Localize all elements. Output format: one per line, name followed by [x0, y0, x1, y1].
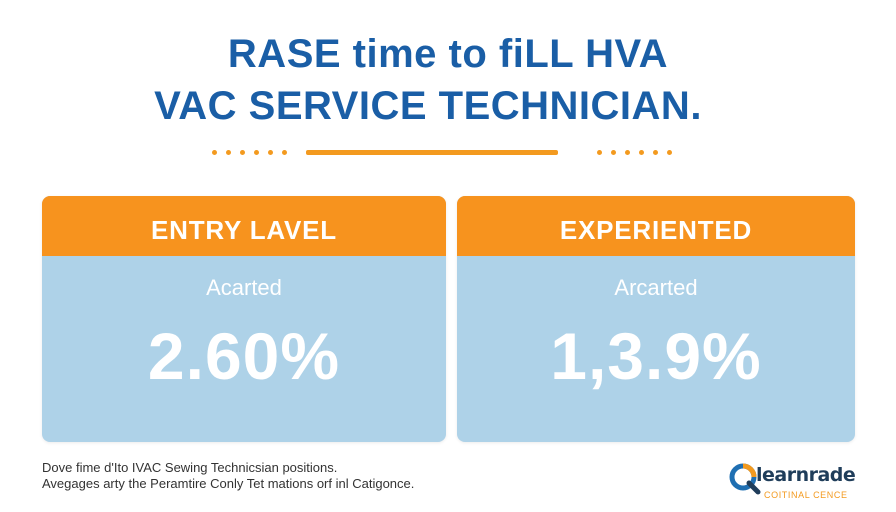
- logo-tagline: COITINAL CENCE: [764, 490, 848, 500]
- divider-dot: [597, 150, 602, 155]
- entry-level-card: ENTRY LAVEL Acarted 2.60%: [42, 196, 446, 442]
- divider-dot: [282, 150, 287, 155]
- divider-dots-right: [597, 150, 672, 155]
- divider-dot: [653, 150, 658, 155]
- page-title: RASE time to fiLL HVA VAC SERVICE TECHNI…: [0, 28, 896, 132]
- logo-name: learnrade: [756, 464, 856, 486]
- divider-dots-left: [212, 150, 287, 155]
- footnote-line-2: Avegages arty the Peramtire Conly Tet ma…: [42, 476, 415, 491]
- experienced-card-value: 1,3.9%: [550, 319, 762, 393]
- divider-dot: [667, 150, 672, 155]
- experienced-card-header: EXPERIENTED: [457, 196, 855, 256]
- title-divider: [212, 147, 672, 159]
- footnote-line-1: Dove fime d'Ito IVAC Sewing Technicsian …: [42, 460, 338, 475]
- divider-dot: [268, 150, 273, 155]
- logo-mark-icon: [729, 463, 761, 495]
- brand-logo: learnrade COITINAL CENCE: [728, 462, 878, 504]
- entry-level-card-header: ENTRY LAVEL: [42, 196, 446, 256]
- title-line-1: RASE time to fiLL HVA: [227, 32, 669, 76]
- entry-level-card-subtitle: Acarted: [206, 275, 282, 300]
- divider-dot: [639, 150, 644, 155]
- divider-line: [306, 150, 558, 155]
- divider-dot: [625, 150, 630, 155]
- divider-dot: [254, 150, 259, 155]
- divider-dot: [212, 150, 217, 155]
- divider-dot: [611, 150, 616, 155]
- experienced-card: EXPERIENTED Arcarted 1,3.9%: [457, 196, 855, 442]
- footnote: Dove fime d'Ito IVAC Sewing Technicsian …: [42, 460, 414, 492]
- experienced-card-subtitle: Arcarted: [614, 275, 698, 300]
- divider-dot: [240, 150, 245, 155]
- title-line-2: VAC SERVICE TECHNICIAN.: [154, 84, 702, 128]
- entry-level-card-value: 2.60%: [147, 319, 341, 393]
- divider-dot: [226, 150, 231, 155]
